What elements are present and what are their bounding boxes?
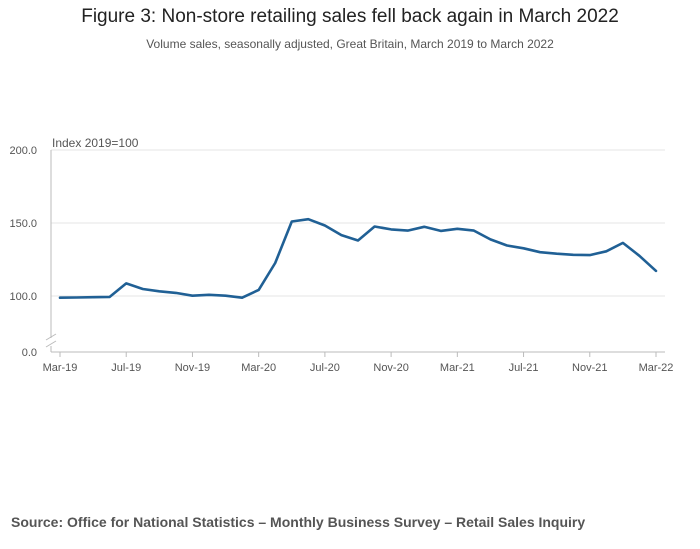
y-axis-label: Index 2019=100	[52, 136, 139, 150]
x-tick-label: Jul-20	[310, 362, 340, 374]
x-tick-label: Mar-21	[440, 362, 475, 374]
y-tick-label: 200.0	[9, 145, 37, 157]
chart-title: Figure 3: Non-store retailing sales fell…	[81, 6, 619, 27]
x-tick-label: Jul-21	[509, 362, 539, 374]
x-tick-label: Mar-19	[43, 362, 78, 374]
axis-break-mark	[45, 340, 57, 348]
y-tick-label: 100.0	[9, 291, 37, 303]
y-tick-label: 0.0	[22, 347, 37, 359]
x-tick-label: Jul-19	[111, 362, 141, 374]
y-tick-label: 150.0	[9, 218, 37, 230]
x-tick-label: Mar-20	[241, 362, 276, 374]
chart-subtitle: Volume sales, seasonally adjusted, Great…	[146, 37, 554, 51]
x-tick-label: Nov-20	[373, 362, 408, 374]
axis-break-mark	[45, 333, 57, 341]
x-tick-label: Nov-21	[572, 362, 607, 374]
source-note: Source: Office for National Statistics –…	[11, 514, 586, 530]
x-tick-label: Mar-22	[639, 362, 674, 374]
series-line-non-store-retailing	[58, 217, 658, 300]
x-tick-label: Nov-19	[175, 362, 210, 374]
